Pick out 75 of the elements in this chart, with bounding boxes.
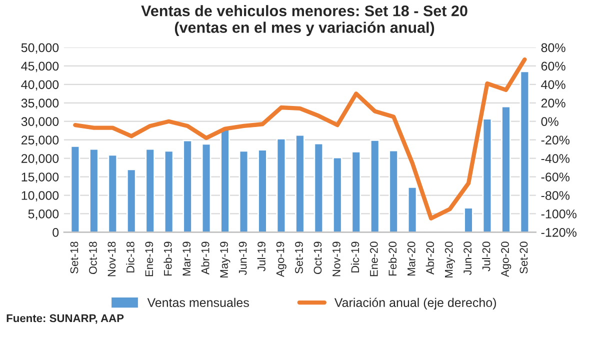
bar [407,186,418,232]
y2-tick-label: -100% [541,210,576,218]
bar [295,134,305,232]
bar [501,106,511,232]
bar [108,154,118,232]
x-tick-label: Feb-19 [164,242,172,276]
x-tick-label: Nov-19 [332,242,340,276]
x-tick-label: Jun-20 [464,242,472,276]
x-tick-label: Jul-19 [257,242,266,272]
bar [164,150,174,232]
y-tick-label: 15,000 [22,172,59,183]
bar [126,168,136,232]
bar [370,140,380,232]
x-tick-label: Dic-19 [350,242,360,272]
x-tick-label: Ene-19 [145,242,154,276]
bar [276,138,286,232]
bar [145,148,156,232]
x-tick-label: May-20 [444,242,455,278]
y2-tick-label: 20% [541,98,566,108]
bar [182,140,192,232]
y-tick-label: 40,000 [21,80,59,91]
bar [201,143,212,232]
x-tick-label: Mar-20 [407,242,416,276]
y2-tick-label: 0% [541,117,558,126]
y2-tick-label: 40% [541,80,566,90]
y2-tick-label: 80% [541,43,566,52]
x-tick-label: Abr-20 [426,242,434,275]
y2-tick-label: -120% [541,228,576,237]
y-tick-label: 0 [52,228,59,237]
bar [332,156,342,232]
y-tick-label: 30,000 [21,117,59,128]
y-tick-label: 45,000 [21,62,59,72]
y-tick-label: 25,000 [21,136,59,146]
x-tick-label: Abr-19 [201,242,210,275]
y2-tick-label: -40% [541,154,570,163]
bar [258,149,268,232]
bar [388,150,398,232]
y-tick-label: 20,000 [21,154,59,164]
x-tick-label: Ago-19 [276,242,286,278]
x-tick-label: Nov-18 [108,242,116,276]
source-note: Fuente: SUNARP, AAP [6,314,124,324]
legend-label: Variación anual (eje derecho) [334,298,496,310]
x-tick-label: Set-18 [70,242,78,274]
y2-tick-label: -20% [541,136,570,144]
x-tick-label: Dic-18 [126,242,134,272]
x-tick-label: Set-19 [295,242,303,274]
x-tick-label: Jul-20 [482,242,490,272]
bar [70,145,80,232]
bar [238,150,249,232]
y-tick-label: 10,000 [22,191,59,202]
bar [89,148,99,232]
legend-label: Ventas mensuales [147,298,249,308]
y2-tick-label: -60% [541,172,570,182]
bar [482,118,492,232]
chart-title: Ventas de vehiculos menores: Set 18 - Set 20 (ventas en el mes y variación anual) [141,5,468,36]
y-tick-label: 5,000 [28,210,59,220]
x-tick-label: Oct-18 [89,242,97,274]
x-tick-label: Feb-20 [388,242,397,276]
x-tick-label: May-19 [220,242,230,278]
y-tick-label: 50,000 [21,43,59,54]
x-tick-label: Ene-20 [370,242,378,276]
y2-tick-label: -80% [541,191,570,200]
bar [220,128,230,232]
x-tick-label: Jun-19 [238,242,247,276]
bar [520,70,530,232]
y-tick-label: 35,000 [21,98,59,110]
bar [351,150,362,232]
x-tick-label: Set-20 [520,242,528,274]
bar [314,142,324,232]
y2-tick-label: 60% [541,62,566,71]
line-series [73,57,527,220]
x-tick-label: Mar-19 [182,242,191,276]
bar [464,207,474,232]
x-tick-label: Oct-19 [314,242,322,274]
x-tick-label: Ago-20 [501,242,512,278]
